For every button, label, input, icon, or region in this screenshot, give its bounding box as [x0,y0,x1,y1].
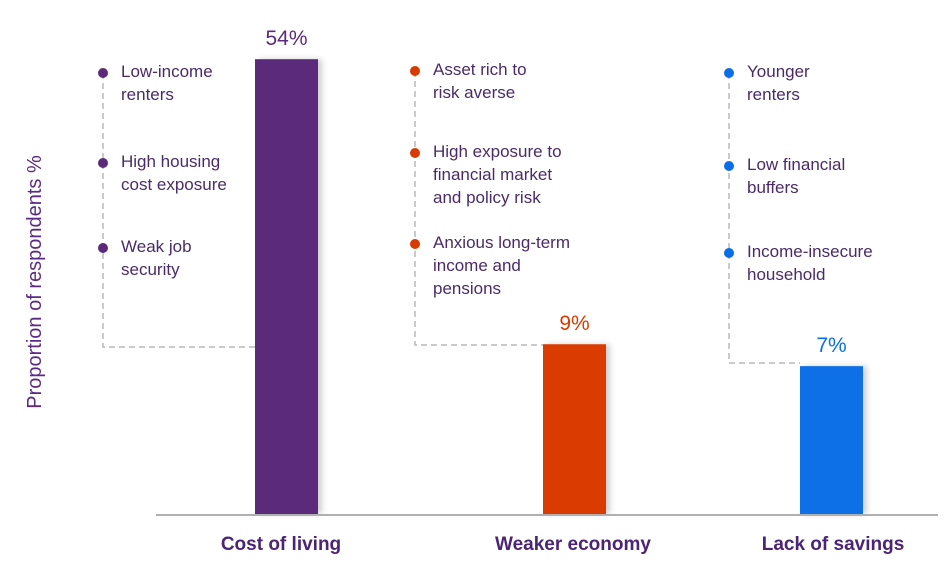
bullet-icon [98,68,108,78]
value-label: 9% [559,312,589,335]
annotation-line: Income-insecure [747,242,873,261]
annotation-line: Low-income [121,62,213,81]
annotation-line: Low financial [747,155,845,174]
annotation-line: risk averse [433,83,515,102]
bar [255,59,318,514]
annotation-line: cost exposure [121,175,227,194]
annotation-line: pensions [433,279,501,298]
category-label: Cost of living [221,534,341,555]
bullet-icon [410,66,420,76]
bullet-icon [724,248,734,258]
annotation-group: Low-income renters High housing cost exposu… [98,62,255,348]
category-label: Lack of savings [762,534,905,555]
annotation-item: Low financial buffers [747,155,845,197]
annotation-connector [414,71,543,346]
annotation-item: Weak job security [121,237,192,279]
annotation-line: household [747,265,825,284]
annotation-group: Younger renters Low financial buffers Income… [724,62,873,364]
annotation-line: renters [747,85,800,104]
annotation-line: Asset rich to [433,60,527,79]
annotation-line: renters [121,85,174,104]
annotation-item: Younger renters [747,62,810,104]
bullet-icon [410,148,420,158]
category-label: Weaker economy [495,534,651,555]
annotation-item: Asset rich to risk averse [433,60,527,102]
bar [543,344,606,514]
value-label: 54% [265,27,307,50]
annotation-connector [728,73,800,364]
annotation-item: Income-insecure household [747,242,873,284]
annotation-connector [102,73,255,348]
bar [800,366,863,514]
annotation-line: Younger [747,62,810,81]
annotation-line: and policy risk [433,188,541,207]
annotation-item: High exposure to financial market and poli… [433,142,562,207]
annotation-item: Low-income renters [121,62,213,104]
annotation-line: security [121,260,180,279]
annotation-item: High housing cost exposure [121,152,227,194]
value-label: 7% [816,334,846,357]
bullet-icon [724,161,734,171]
annotation-line: High housing [121,152,220,171]
bullet-icon [410,239,420,249]
annotation-line: Weak job [121,237,192,256]
annotation-group: Asset rich to risk averse High exposure to… [410,60,570,346]
annotation-item: Anxious long-term income and pensions [433,233,570,298]
annotation-line: buffers [747,178,799,197]
annotation-line: financial market [433,165,552,184]
bullet-icon [98,243,108,253]
y-axis-label: Proportion of respondents % [24,155,46,409]
bullet-icon [98,158,108,168]
annotation-line: Anxious long-term [433,233,570,252]
annotation-line: High exposure to [433,142,562,161]
annotation-line: income and [433,256,521,275]
bullet-icon [724,68,734,78]
